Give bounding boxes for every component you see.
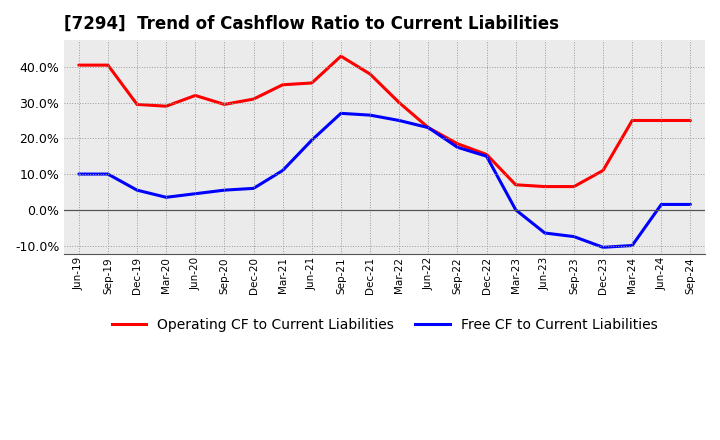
Free CF to Current Liabilities	[628, 243, 636, 248]
Operating CF to Current Liabilities	[307, 81, 316, 86]
Free CF to Current Liabilities	[599, 245, 608, 250]
Free CF to Current Liabilities	[337, 111, 346, 116]
Operating CF to Current Liabilities	[337, 54, 346, 59]
Free CF to Current Liabilities	[191, 191, 199, 196]
Operating CF to Current Liabilities	[249, 96, 258, 102]
Free CF to Current Liabilities	[132, 187, 141, 193]
Operating CF to Current Liabilities	[686, 118, 695, 123]
Free CF to Current Liabilities	[570, 234, 578, 239]
Operating CF to Current Liabilities	[366, 71, 374, 77]
Legend: Operating CF to Current Liabilities, Free CF to Current Liabilities: Operating CF to Current Liabilities, Fre…	[106, 312, 663, 337]
Free CF to Current Liabilities	[686, 202, 695, 207]
Operating CF to Current Liabilities	[482, 152, 491, 157]
Free CF to Current Liabilities	[104, 172, 112, 177]
Operating CF to Current Liabilities	[191, 93, 199, 98]
Free CF to Current Liabilities	[307, 137, 316, 143]
Operating CF to Current Liabilities	[570, 184, 578, 189]
Free CF to Current Liabilities	[366, 113, 374, 118]
Free CF to Current Liabilities	[541, 231, 549, 236]
Free CF to Current Liabilities	[395, 118, 403, 123]
Operating CF to Current Liabilities	[162, 103, 171, 109]
Operating CF to Current Liabilities	[657, 118, 665, 123]
Free CF to Current Liabilities	[279, 168, 287, 173]
Operating CF to Current Liabilities	[453, 141, 462, 147]
Free CF to Current Liabilities	[74, 172, 83, 177]
Free CF to Current Liabilities	[249, 186, 258, 191]
Free CF to Current Liabilities	[162, 194, 171, 200]
Operating CF to Current Liabilities	[628, 118, 636, 123]
Text: [7294]  Trend of Cashflow Ratio to Current Liabilities: [7294] Trend of Cashflow Ratio to Curren…	[64, 15, 559, 33]
Free CF to Current Liabilities	[220, 187, 229, 193]
Operating CF to Current Liabilities	[279, 82, 287, 88]
Free CF to Current Liabilities	[657, 202, 665, 207]
Operating CF to Current Liabilities	[104, 62, 112, 68]
Line: Operating CF to Current Liabilities: Operating CF to Current Liabilities	[78, 56, 690, 187]
Operating CF to Current Liabilities	[220, 102, 229, 107]
Operating CF to Current Liabilities	[541, 184, 549, 189]
Operating CF to Current Liabilities	[132, 102, 141, 107]
Free CF to Current Liabilities	[511, 207, 520, 213]
Operating CF to Current Liabilities	[511, 182, 520, 187]
Operating CF to Current Liabilities	[395, 100, 403, 105]
Free CF to Current Liabilities	[424, 125, 433, 130]
Free CF to Current Liabilities	[453, 145, 462, 150]
Operating CF to Current Liabilities	[74, 62, 83, 68]
Line: Free CF to Current Liabilities: Free CF to Current Liabilities	[78, 114, 690, 247]
Operating CF to Current Liabilities	[599, 168, 608, 173]
Operating CF to Current Liabilities	[424, 125, 433, 130]
Free CF to Current Liabilities	[482, 154, 491, 159]
